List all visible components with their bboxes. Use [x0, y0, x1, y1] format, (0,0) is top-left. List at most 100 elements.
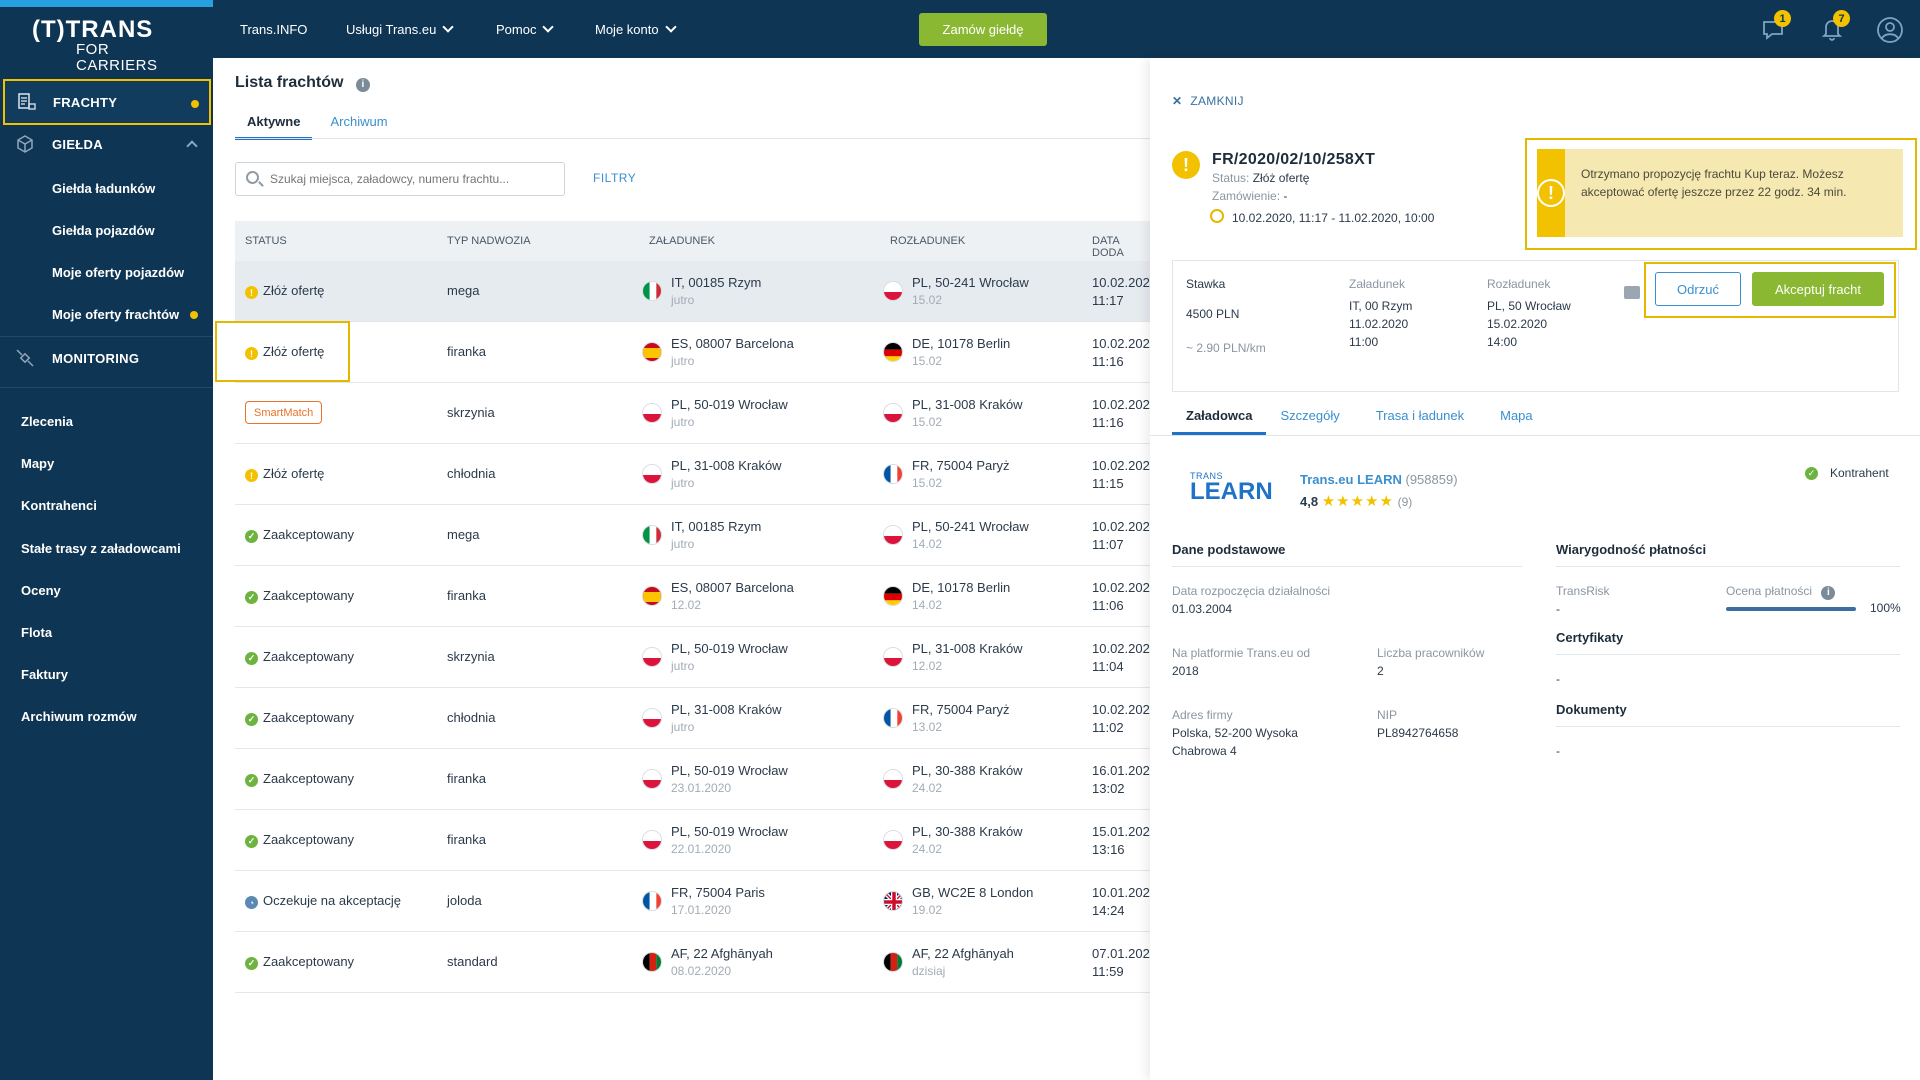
- chevron-up-icon[interactable]: [186, 140, 198, 152]
- sidebar-item-kontrahenci[interactable]: Kontrahenci: [21, 498, 97, 513]
- detail-tabs-divider: [1150, 435, 1920, 436]
- header-loading[interactable]: ZAŁADUNEK: [649, 235, 716, 247]
- company-rating[interactable]: 4,8 ★★★★★ (9): [1300, 492, 1412, 510]
- platform-since-label: Na platformie Trans.eu od: [1172, 646, 1311, 660]
- alert-exclamation-icon: !: [1537, 179, 1565, 207]
- loading-place: ES, 08007 Barcelona: [671, 336, 794, 351]
- tab-zaladowca[interactable]: Załadowca: [1172, 402, 1267, 435]
- tab-szczegoly[interactable]: Szczegóły: [1280, 408, 1340, 423]
- table-row[interactable]: ! Złóż ofertę mega IT, 00185 Rzym jutro PL, 5…: [235, 261, 1150, 322]
- sidebar-item-monitoring[interactable]: MONITORING: [0, 338, 213, 378]
- sidebar-item-stale-trasy[interactable]: Stałe trasy z załadowcami: [21, 541, 181, 556]
- messages-icon[interactable]: 1: [1760, 10, 1791, 42]
- unloading-date: dzisiaj: [912, 964, 946, 978]
- table-row[interactable]: ✓ Zaakceptowany mega IT, 00185 Rzym jutro PL,…: [235, 505, 1150, 566]
- header-status[interactable]: STATUS: [245, 235, 287, 247]
- nav-trans-info[interactable]: Trans.INFO: [240, 0, 307, 58]
- unloading-date: 15.02: [912, 354, 943, 368]
- sidebar-subitem-gielda-pojazdow[interactable]: Giełda pojazdów: [52, 223, 155, 238]
- freight-table: STATUS TYP NADWOZIA ZAŁADUNEK ROZŁADUNEK…: [235, 221, 1150, 993]
- top-navigation-bar: Trans.INFO Usługi Trans.eu Pomoc Moje ko…: [213, 0, 1920, 58]
- sidebar-item-frachty[interactable]: FRACHTY: [3, 79, 211, 125]
- table-row[interactable]: ✓ Zaakceptowany skrzynia PL, 50-019 Wrocław…: [235, 627, 1150, 688]
- payment-score-bar: [1726, 607, 1856, 611]
- payment-score-label: Ocena płatności i: [1726, 584, 1836, 600]
- body-type: firanka: [447, 344, 487, 359]
- unloading-date: 15.02: [912, 415, 943, 429]
- nav-uslugi[interactable]: Usługi Trans.eu: [346, 0, 454, 58]
- header-body-type[interactable]: TYP NADWOZIA: [447, 235, 531, 247]
- chat-icon[interactable]: [1624, 286, 1640, 299]
- sidebar-subitem-gielda-ladunkow[interactable]: Giełda ładunków: [52, 181, 156, 196]
- close-icon: ✕: [1172, 94, 1183, 108]
- status-text: Zaakceptowany: [263, 771, 355, 786]
- tab-mapa[interactable]: Mapa: [1500, 408, 1533, 423]
- body-type: mega: [447, 527, 480, 542]
- company-name[interactable]: Trans.eu LEARN (958859): [1300, 472, 1458, 487]
- user-avatar-icon[interactable]: [1876, 16, 1904, 44]
- table-row[interactable]: ✓ Zaakceptowany chłodnia PL, 31-008 Kraków j…: [235, 688, 1150, 749]
- table-row[interactable]: SmartMatch skrzynia PL, 50-019 Wrocław jutr…: [235, 383, 1150, 444]
- sidebar-item-faktury[interactable]: Faktury: [21, 667, 68, 682]
- flag-pl-icon: [883, 525, 903, 545]
- table-row[interactable]: ! Złóż ofertę firanka ES, 08007 Barcelona ju…: [235, 322, 1150, 383]
- table-row[interactable]: ✓ Zaakceptowany standard AF, 22 Afghānyah 08…: [235, 932, 1150, 993]
- sidebar-item-archiwum-rozmow[interactable]: Archiwum rozmów: [21, 709, 137, 724]
- sidebar-item-oceny[interactable]: Oceny: [21, 583, 61, 598]
- status-text: Zaakceptowany: [263, 588, 355, 603]
- rate-value: 4500 PLN: [1186, 307, 1240, 321]
- status-text: Zaakceptowany: [263, 954, 355, 969]
- tab-trasa-i-ladunek[interactable]: Trasa i ładunek: [1375, 408, 1465, 423]
- alert-text: Otrzymano propozycję frachtu Kup teraz. …: [1581, 167, 1847, 199]
- address-label: Adres firmy: [1172, 708, 1233, 722]
- loading-date: jutro: [671, 415, 695, 429]
- check-circle-icon: ✓: [245, 774, 258, 787]
- bell-icon[interactable]: 7: [1819, 10, 1850, 42]
- close-button[interactable]: ✕ ZAMKNIJ: [1172, 94, 1244, 108]
- sidebar-item-mapy[interactable]: Mapy: [21, 456, 55, 471]
- time-added: 11:17: [1092, 293, 1124, 308]
- table-body: ! Złóż ofertę mega IT, 00185 Rzym jutro PL, 5…: [235, 261, 1150, 993]
- accept-freight-button[interactable]: Akceptuj fracht: [1752, 272, 1884, 306]
- sidebar-item-zlecenia[interactable]: Zlecenia: [21, 414, 74, 429]
- tab-aktywne[interactable]: Aktywne: [235, 108, 313, 140]
- loading-place: ES, 08007 Barcelona: [671, 580, 794, 595]
- offer-unload-time: 14:00: [1487, 335, 1518, 349]
- header-unloading[interactable]: ROZŁADUNEK: [890, 235, 966, 247]
- filters-link[interactable]: FILTRY: [593, 171, 637, 185]
- nav-pomoc[interactable]: Pomoc: [496, 0, 555, 58]
- reject-button[interactable]: Odrzuć: [1655, 272, 1741, 306]
- freight-detail-panel: ✕ ZAMKNIJ ! FR/2020/02/10/258XT Status: Z…: [1150, 58, 1920, 1080]
- table-row[interactable]: ✓ Zaakceptowany firanka PL, 50-019 Wrocław 2…: [235, 810, 1150, 871]
- smartmatch-badge[interactable]: SmartMatch: [245, 401, 323, 424]
- header-date-added[interactable]: DATA DODA: [1092, 235, 1124, 259]
- table-row[interactable]: ! Złóż ofertę chłodnia PL, 31-008 Kraków jut…: [235, 444, 1150, 505]
- loading-date: jutro: [671, 659, 695, 673]
- unloading-date: 13.02: [912, 720, 943, 734]
- nav-moje-konto[interactable]: Moje konto: [595, 0, 677, 58]
- sidebar-subitem-moje-oferty-pojazdow[interactable]: Moje oferty pojazdów: [52, 265, 185, 280]
- date-added: 10.02.202: [1092, 519, 1150, 534]
- info-icon[interactable]: i: [1821, 585, 1836, 600]
- time-added: 14:24: [1092, 903, 1125, 918]
- info-icon[interactable]: i: [355, 77, 370, 92]
- sidebar-subitem-moje-oferty-frachtow[interactable]: Moje oferty frachtów: [52, 307, 180, 322]
- status-text: Zaakceptowany: [263, 649, 355, 664]
- time-added: 11:16: [1092, 415, 1124, 430]
- app-logo[interactable]: (T)TRANS FOR CARRIERS: [32, 18, 192, 74]
- sidebar-item-flota[interactable]: Flota: [21, 625, 53, 640]
- table-row[interactable]: ◔ Oczekuje na akceptację joloda FR, 75004 P…: [235, 871, 1150, 932]
- sidebar-item-gielda[interactable]: GIEŁDA: [0, 124, 213, 164]
- company-id: (958859): [1405, 472, 1458, 487]
- tab-archiwum[interactable]: Archiwum: [330, 114, 388, 129]
- table-row[interactable]: ✓ Zaakceptowany firanka ES, 08007 Barcelona…: [235, 566, 1150, 627]
- unloading-place: PL, 30-388 Kraków: [912, 763, 1023, 778]
- order-exchange-button[interactable]: Zamów giełdę: [919, 13, 1047, 46]
- table-row[interactable]: ✓ Zaakceptowany firanka PL, 50-019 Wrocław 2…: [235, 749, 1150, 810]
- flag-fr-icon: [883, 464, 903, 484]
- loading-place: IT, 00185 Rzym: [671, 519, 762, 534]
- time-added: 13:16: [1092, 842, 1125, 857]
- flag-it-icon: [642, 525, 662, 545]
- search-input[interactable]: [235, 162, 565, 196]
- section-divider: [1556, 726, 1900, 727]
